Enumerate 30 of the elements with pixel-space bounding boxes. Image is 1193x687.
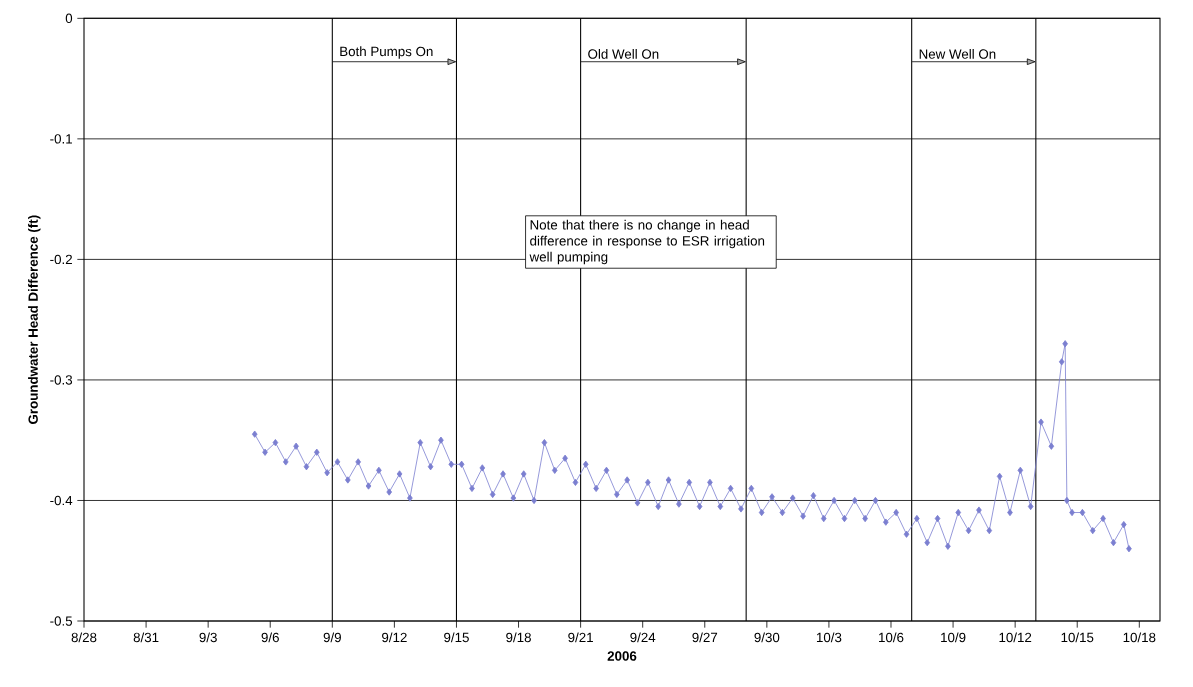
x-tick-label: 8/28	[71, 632, 97, 643]
y-tick-label: -0.1	[50, 134, 72, 144]
x-tick-label: 10/9	[941, 632, 966, 643]
y-tick-label: -0.3	[50, 375, 73, 385]
annotation: New Well On	[919, 49, 996, 59]
y-axis-title: Groundwater Head Difference (ft)	[28, 215, 41, 424]
x-axis-title: 2006	[607, 651, 637, 661]
x-tick-label: 10/3	[816, 632, 842, 643]
y-tick-label: -0.4	[50, 495, 73, 506]
x-tick-label: 9/18	[506, 632, 531, 643]
x-tick-label: 10/6	[879, 632, 904, 643]
x-tick-label: 9/9	[323, 632, 341, 643]
x-tick-label: 9/15	[444, 632, 469, 643]
x-tick-label: 9/3	[199, 632, 217, 643]
y-tick-label: -0.2	[50, 254, 72, 265]
x-tick-label: 9/12	[382, 632, 407, 643]
x-tick-label: 8/31	[133, 632, 159, 643]
x-tick-label: 9/30	[754, 632, 780, 643]
annotation: Note that there is no change in head difference in response to ESR irrigation well pumping	[529, 219, 765, 265]
x-tick-label: 10/12	[999, 632, 1032, 643]
x-tick-label: 9/21	[568, 632, 593, 643]
x-tick-label: 9/24	[630, 632, 656, 643]
y-tick-label: 0	[65, 13, 73, 24]
annotation: Old Well On	[588, 49, 659, 59]
x-tick-label: 10/18	[1123, 632, 1156, 643]
y-tick-label: -0.5	[50, 616, 73, 626]
x-tick-label: 9/27	[692, 632, 718, 643]
x-tick-label: 10/15	[1061, 632, 1094, 643]
annotation: Both Pumps On	[340, 46, 433, 59]
x-tick-label: 9/6	[261, 632, 279, 643]
